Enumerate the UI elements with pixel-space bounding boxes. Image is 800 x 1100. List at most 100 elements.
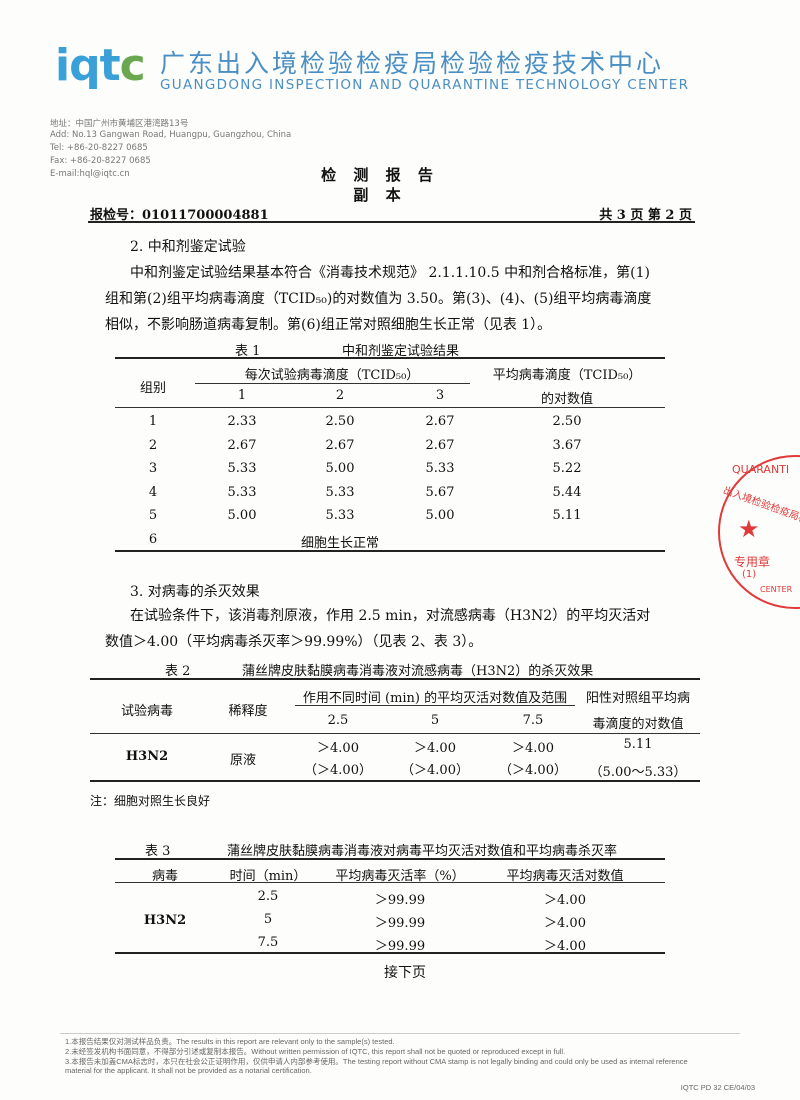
stamp-text: 专用章 (734, 555, 771, 569)
header-dilution: 稀释度 (228, 704, 268, 719)
table-rule (90, 780, 700, 782)
table-2-number: 表 2 (165, 664, 191, 679)
table-cell: （＞4.00） (304, 763, 372, 778)
footer-note: material for the applicant. It shall not… (65, 1066, 312, 1075)
header-group: 组别 (139, 381, 167, 396)
section-2-heading: 2. 中和剂鉴定试验 (130, 239, 246, 255)
table-cell: 2.50 (325, 414, 355, 429)
table-cell: 5.00 (325, 461, 355, 477)
table-cell: ＞4.00 (544, 939, 586, 954)
section-2-line: 组和第(2)组平均病毒滴度（TCID₅₀)的对数值为 3.50。第(3)、(4)… (105, 291, 652, 307)
table-subrule (195, 383, 470, 384)
header-cell: 平均病毒灭活率（%） (335, 869, 465, 884)
table-cell: （＞4.00） (499, 763, 567, 778)
page-count: 共 3 页 第 2 页 (599, 208, 692, 223)
table-rule (115, 858, 665, 860)
header-avg-log: 的对数值 (540, 392, 594, 407)
table-cell: ＞99.99 (374, 939, 426, 954)
org-name-cn: 广东出入境检验检疫局检验检疫技术中心 (160, 49, 665, 78)
continued-label: 接下页 (384, 965, 426, 981)
header-col: 2 (335, 388, 345, 403)
doc-title: 检 测 报 告 (321, 166, 439, 184)
footer-note: 3.本报告未加盖CMA标志时，本只在社会公正证明作用，仅供申请人内部参考使用。T… (65, 1057, 688, 1066)
stamp-text: (1) (742, 569, 757, 580)
table-rule (115, 882, 665, 883)
footer-note: 2.未经签发机构书面同意，不得部分引述或复制本报告。Without writte… (65, 1047, 566, 1056)
table-cell: ＞99.99 (374, 893, 426, 908)
table-cell: 2.5 (257, 889, 279, 904)
table-cell: 5.33 (325, 484, 355, 500)
table-2-caption: 蒲丝牌皮肤黏膜病毒消毒液对流感病毒（H3N2）的杀灭效果 (242, 664, 594, 679)
table-cell: 2.50 (552, 414, 582, 429)
stamp-text: CENTER (760, 585, 793, 594)
header-each-titer: 每次试验病毒滴度（TCID₅₀） (244, 368, 420, 383)
header-col: 3 (435, 388, 445, 403)
header-time: 5 (430, 713, 440, 728)
table-cell: 5 (263, 912, 273, 927)
address-cn: 地址：中国广州市黄埔区港湾路13号 (50, 119, 189, 129)
header-positive: 阳性对照组平均病 (585, 691, 691, 706)
table-cell: 2.67 (325, 437, 355, 453)
table-cell: 2 (148, 437, 158, 453)
org-name-en: GUANGDONG INSPECTION AND QUARANTINE TECH… (160, 77, 690, 93)
table-cell: 原液 (229, 753, 257, 768)
table-cell: 3.67 (552, 437, 582, 453)
header-cell: 时间（min） (229, 869, 307, 884)
header-time: 2.5 (327, 713, 349, 728)
table-cell: 5.33 (227, 461, 257, 477)
fax: Fax: +86-20-8227 0685 (50, 156, 151, 166)
table-rule (115, 407, 665, 408)
header-cell: 平均病毒灭活对数值 (506, 869, 624, 884)
table-3-caption: 蒲丝牌皮肤黏膜病毒消毒液对病毒平均灭活对数值和平均病毒杀灭率 (227, 844, 618, 859)
official-stamp: QUARANTI 出入境检验检疫局检验检疫技术中心 ★ 专用章 (1) CENT… (718, 455, 800, 609)
section-3-line: 在试验条件下，该消毒剂原液，作用 2.5 min，对流感病毒（H3N2）的平均灭… (130, 608, 651, 624)
footer-rule (60, 1033, 740, 1034)
table-cell: 5.33 (227, 484, 257, 500)
table-2-note: 注：细胞对照生长良好 (90, 794, 211, 808)
header-rule (88, 221, 695, 223)
table-1-caption: 中和剂鉴定试验结果 (342, 344, 460, 359)
table-cell: （＞4.00） (401, 763, 469, 778)
table-cell: 5.00 (227, 508, 257, 524)
table-cell: H3N2 (143, 913, 187, 928)
table-cell: 5.00 (425, 508, 455, 524)
header-time: 7.5 (522, 713, 544, 728)
table-rule (90, 678, 700, 680)
table-cell: 2.67 (227, 437, 257, 453)
section-3-line: 数值＞4.00（平均病毒杀灭率＞99.99%）（见表 2、表 3）。 (105, 634, 483, 650)
table-3-number: 表 3 (145, 844, 171, 859)
table-cell: 6 (148, 532, 158, 547)
table-rule (115, 357, 665, 359)
table-cell: ＞4.00 (317, 741, 359, 756)
table-cell: 5.33 (425, 461, 455, 477)
star-icon: ★ (738, 515, 760, 543)
table-rule (90, 733, 700, 734)
table-cell: （5.00～5.33） (589, 765, 687, 780)
table-1-number: 表 1 (235, 344, 261, 359)
header-times: 作用不同时间 (min) 的平均灭活对数值及范围 (302, 691, 568, 706)
section-3-heading: 3. 对病毒的杀灭效果 (130, 584, 260, 600)
section-2-line: 相似，不影响肠道病毒复制。第(6)组正常对照细胞生长正常（见表 1）。 (105, 317, 552, 333)
table-cell: ＞99.99 (374, 916, 426, 931)
header-col: 1 (237, 388, 247, 403)
table-rule (115, 550, 665, 552)
doc-subtitle: 副 本 (353, 186, 407, 204)
table-cell: 3 (148, 461, 158, 477)
section-2-line: 中和剂鉴定试验结果基本符合《消毒技术规范》 2.1.1.10.5 中和剂合格标准… (130, 265, 650, 281)
table-cell: H3N2 (125, 749, 169, 764)
table-cell: ＞4.00 (414, 741, 456, 756)
table-cell: 5.11 (623, 737, 653, 752)
table-cell: 2.67 (425, 437, 455, 453)
table-cell: ＞4.00 (512, 741, 554, 756)
form-code: IQTC PD 32 CE/04/03 (680, 1083, 755, 1092)
address-en: Add: No.13 Gangwan Road, Huangpu, Guangz… (50, 130, 292, 140)
table-cell: ＞4.00 (544, 916, 586, 931)
table-subrule (295, 705, 575, 706)
header-avg: 平均病毒滴度（TCID₅₀） (492, 368, 642, 383)
footer-note: 1.本报告结果仅对测试样品负责。The results in this repo… (65, 1037, 395, 1046)
stamp-text: QUARANTI (732, 463, 790, 476)
table-cell: 1 (148, 414, 158, 429)
stamp-text: 出入境检验检疫局检验检疫技术中心 (721, 485, 800, 551)
table-cell: 7.5 (257, 935, 279, 950)
